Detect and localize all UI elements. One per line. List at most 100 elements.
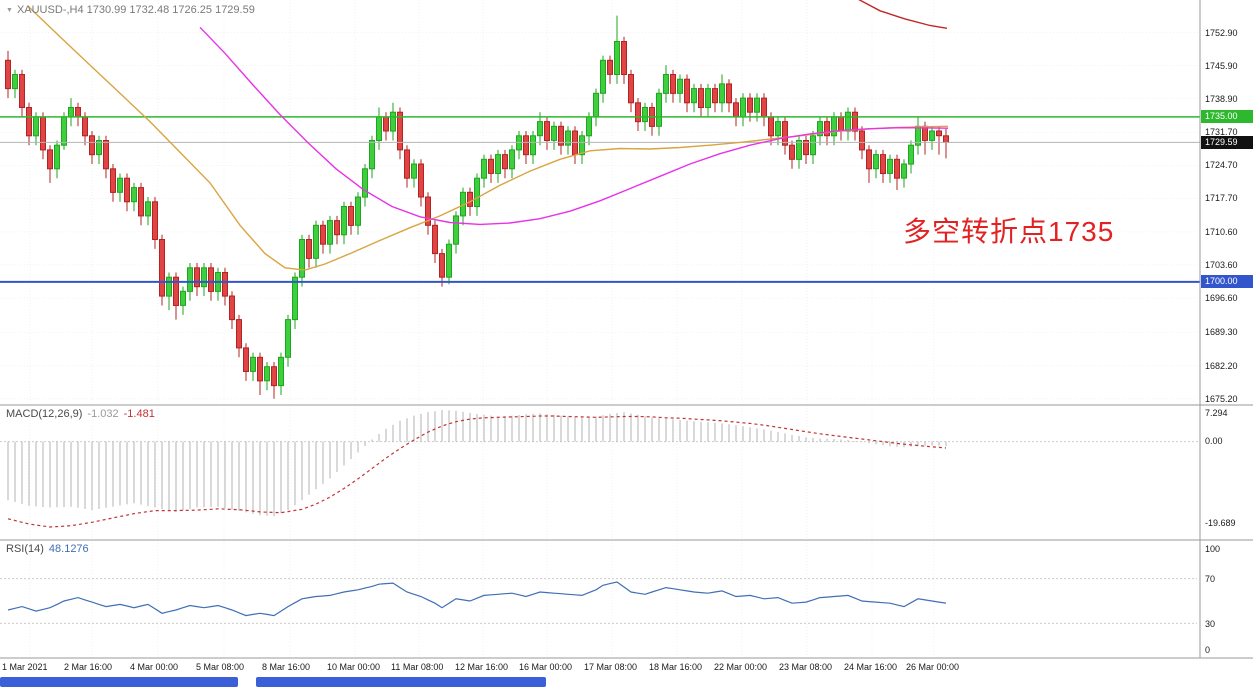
candle-body [313, 224, 319, 259]
candle-body [362, 168, 368, 198]
macd-signal-value: -1.481 [123, 408, 155, 420]
candle-body [355, 196, 361, 226]
chart-annotation: 多空转折点1735 [903, 216, 1115, 247]
price-axis-label: 1745.90 [1205, 60, 1238, 71]
candle-body [586, 116, 592, 137]
candle-body [439, 253, 445, 278]
candle-body [201, 267, 207, 288]
rsi-indicator-label: RSI(14) 48.1276 [6, 543, 89, 555]
taskbar-segment[interactable] [256, 677, 546, 687]
candle-body [208, 267, 214, 292]
candle-body [705, 88, 711, 108]
candle-body [418, 163, 424, 198]
candle-body [614, 41, 620, 75]
candle-body [901, 163, 907, 179]
candle-body [236, 319, 242, 349]
price-axis-label: 1696.60 [1205, 292, 1238, 303]
time-axis-label: 24 Mar 16:00 [844, 662, 898, 672]
candle-body [306, 239, 312, 259]
price-axis-label: 1675.20 [1205, 393, 1238, 404]
candle-body [789, 144, 795, 160]
time-axis-label: 12 Mar 16:00 [455, 662, 509, 672]
candle-body [600, 59, 606, 94]
candle-body [145, 201, 151, 217]
macd-name: MACD(12,26,9) [6, 408, 83, 420]
price-axis-label: 1682.20 [1205, 360, 1238, 371]
chart-title-bar: ▼ XAUUSD-,H4 1730.99 1732.48 1726.25 1729… [6, 4, 255, 16]
price-axis-label: 1710.60 [1205, 226, 1238, 237]
candle-body [775, 121, 781, 137]
macd-signal-line [7, 415, 947, 528]
candle-body [691, 88, 697, 104]
rsi-name: RSI(14) [6, 543, 44, 555]
candle-body [782, 121, 788, 146]
candle-body [19, 74, 25, 108]
candle-body [117, 177, 123, 193]
candle-body [523, 135, 529, 156]
price-axis-label: 1689.30 [1205, 327, 1238, 338]
candle-body [810, 135, 816, 156]
candle-body [488, 158, 494, 174]
candle-body [264, 366, 270, 382]
candle-body [47, 149, 53, 170]
candle-body [943, 135, 949, 143]
time-axis-label: 8 Mar 16:00 [262, 662, 311, 672]
candle-body [285, 319, 291, 358]
price-level-tag-1700.00: 1700.00 [1201, 275, 1253, 289]
candle-body [110, 168, 116, 193]
symbol-dropdown-icon[interactable]: ▼ [6, 7, 13, 14]
candle-body [397, 111, 403, 151]
candle-body [768, 116, 774, 137]
candle-body [733, 102, 739, 118]
ma-magenta-line [199, 26, 949, 226]
candle-body [61, 116, 67, 146]
candle-body [26, 107, 32, 137]
candle-body [75, 107, 81, 118]
candle-body [271, 366, 277, 387]
candle-body [40, 116, 46, 151]
candle-body [187, 267, 193, 292]
candle-body [852, 111, 858, 132]
macd-indicator-label: MACD(12,26,9) -1.032 -1.481 [6, 408, 155, 420]
candle-body [229, 295, 235, 321]
candle-body [89, 135, 95, 156]
candle-body [54, 144, 60, 170]
taskbar-segment[interactable] [0, 677, 238, 687]
candle-body [159, 239, 165, 297]
candle-body [887, 158, 893, 174]
time-axis-label: 22 Mar 00:00 [714, 662, 768, 672]
candle-body [257, 356, 263, 382]
candle-body [803, 140, 809, 156]
price-axis-label: 1731.70 [1205, 127, 1238, 138]
candle-body [495, 154, 501, 175]
candle-body [243, 347, 249, 372]
time-axis-label: 17 Mar 08:00 [584, 662, 638, 672]
candle-body [908, 144, 914, 165]
price-axis-label: 1752.90 [1205, 27, 1238, 38]
candle-body [82, 116, 88, 137]
candle-body [537, 121, 543, 137]
candle-body [404, 149, 410, 179]
candle-body [103, 140, 109, 170]
candle-body [726, 83, 732, 104]
candle-body [446, 243, 452, 278]
rsi-value: 48.1276 [48, 543, 89, 555]
candle-body [712, 88, 718, 104]
candle-body [838, 116, 844, 132]
price-level-tag-1729.59: 1729.59 [1201, 135, 1253, 149]
candle-body [929, 130, 935, 141]
candle-body [824, 121, 830, 137]
candle-body [467, 191, 473, 207]
candle-body [250, 356, 256, 372]
candle-body [670, 74, 676, 94]
candle-body [642, 107, 648, 123]
candle-body [859, 130, 865, 151]
macd-axis-label: 7.294 [1205, 408, 1228, 418]
price-level-tag-1735.00: 1735.00 [1201, 110, 1253, 124]
candle-body [873, 154, 879, 170]
candle-body [68, 107, 74, 118]
candle-body [880, 154, 886, 175]
candle-body [565, 130, 571, 146]
